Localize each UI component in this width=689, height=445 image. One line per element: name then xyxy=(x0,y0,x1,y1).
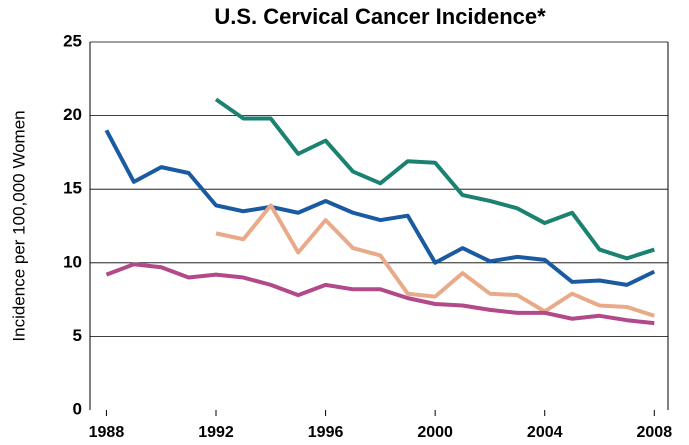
y-axis-label: Incidence per 100,000 Women xyxy=(9,110,28,341)
y-tick-label: 5 xyxy=(73,326,82,345)
y-tick-label: 20 xyxy=(63,105,82,124)
y-tick-label: 15 xyxy=(63,179,82,198)
y-tick-label: 0 xyxy=(73,399,82,418)
x-tick-label: 2008 xyxy=(637,424,673,441)
line-series xyxy=(105,262,655,326)
x-tick-label: 2000 xyxy=(417,424,453,441)
y-tick-label: 10 xyxy=(63,252,82,271)
x-tick-label: 1992 xyxy=(198,424,234,441)
line-series xyxy=(215,203,655,318)
line-series xyxy=(104,129,656,287)
y-tick-label: 25 xyxy=(63,31,82,50)
chart-title: U.S. Cervical Cancer Incidence* xyxy=(214,4,546,29)
x-tick-label: 1996 xyxy=(308,424,344,441)
x-tick-label: 1988 xyxy=(89,424,125,441)
line-series xyxy=(214,97,655,261)
x-tick-label: 2004 xyxy=(527,424,563,441)
